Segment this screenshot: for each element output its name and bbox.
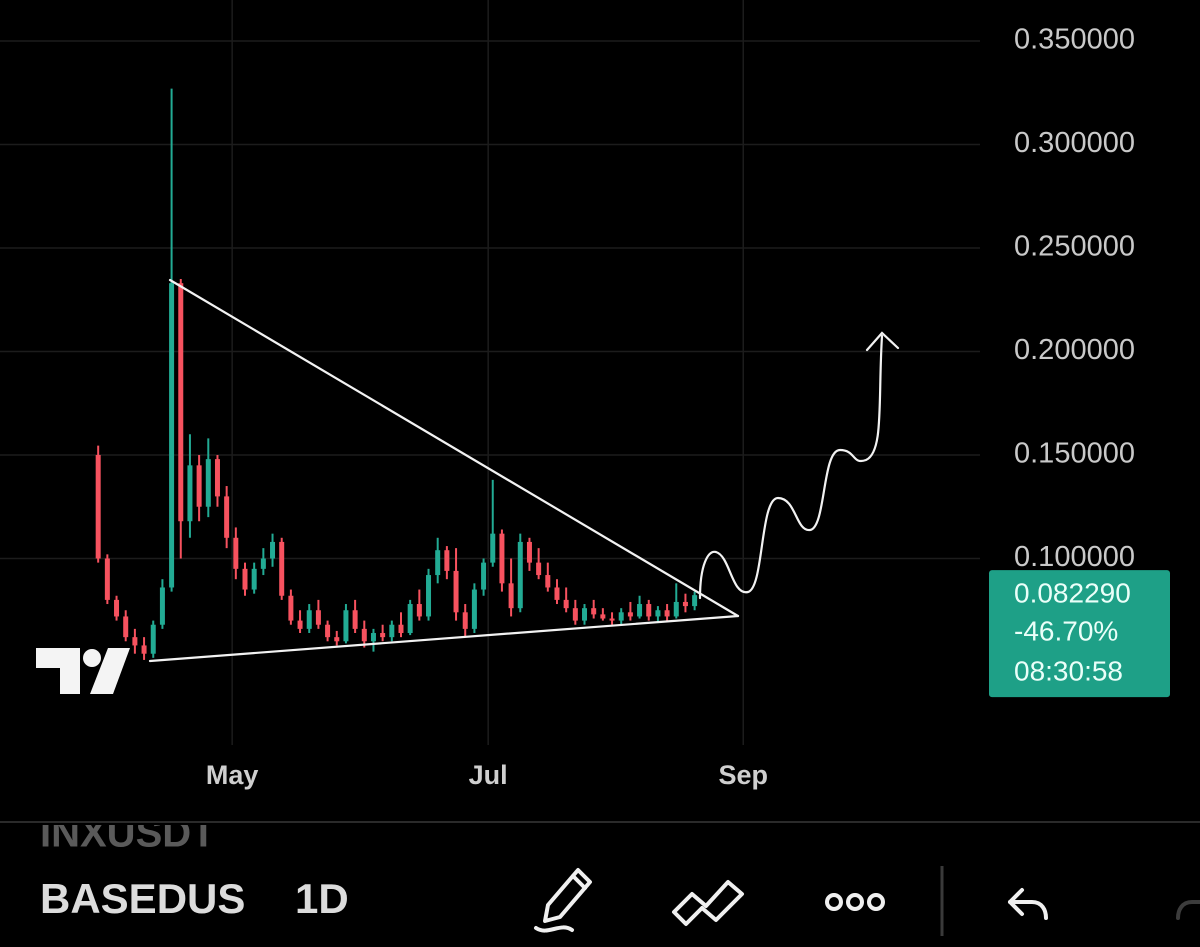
candle-body xyxy=(389,624,395,638)
candle-body xyxy=(517,541,523,609)
candle-body xyxy=(325,624,331,638)
candle-body xyxy=(315,610,321,625)
candle-body xyxy=(214,459,220,497)
x-tick-label: Jul xyxy=(469,760,508,790)
trend-line xyxy=(168,278,740,618)
candle-body xyxy=(132,637,138,646)
bar-countdown: 08:30:58 xyxy=(1014,656,1123,687)
candle-body xyxy=(260,558,266,569)
candle-body xyxy=(334,637,340,642)
x-tick-label: May xyxy=(206,760,259,790)
candle-body xyxy=(554,587,560,600)
redo-button[interactable] xyxy=(1176,900,1200,920)
drawings xyxy=(148,278,900,663)
candle-body xyxy=(380,633,386,638)
candle-body xyxy=(123,616,129,638)
candle-body xyxy=(187,465,193,522)
candle-body xyxy=(600,614,606,619)
y-tick-label: 0.100000 xyxy=(1014,541,1135,573)
last-price: 0.082290 xyxy=(1014,578,1131,609)
candle-body xyxy=(297,620,303,629)
candle-body xyxy=(178,283,184,522)
logo xyxy=(36,648,130,694)
candle-body xyxy=(416,604,422,617)
candle-body xyxy=(563,599,569,609)
x-tick-label: Sep xyxy=(718,760,768,790)
candle-body xyxy=(609,618,615,621)
candle-body xyxy=(169,283,175,588)
y-tick-label: 0.200000 xyxy=(1014,334,1135,366)
candle-body xyxy=(205,459,211,507)
trend-tool[interactable] xyxy=(672,880,744,926)
candles xyxy=(95,88,698,660)
candle-body xyxy=(526,541,532,563)
candle-body xyxy=(288,595,294,621)
candle-body xyxy=(655,610,661,617)
candle-body xyxy=(352,610,358,629)
candle-body xyxy=(462,612,468,629)
draw-tool[interactable] xyxy=(534,868,592,933)
candle-body xyxy=(646,604,652,617)
candle-body xyxy=(114,599,120,617)
candle-body xyxy=(673,601,679,617)
candle-body xyxy=(270,541,276,559)
candle-body xyxy=(499,533,505,584)
price-tag: 0.082290 -46.70% 08:30:58 xyxy=(989,570,1170,698)
candle-body xyxy=(95,454,101,559)
previous-symbol[interactable]: INXUSDT xyxy=(40,812,216,856)
price-change: -46.70% xyxy=(1014,616,1118,647)
candle-body xyxy=(343,610,349,642)
candle-body xyxy=(141,645,147,654)
trend-line xyxy=(148,614,740,663)
candle-body xyxy=(692,595,698,607)
y-tick-label: 0.250000 xyxy=(1014,231,1135,263)
candle-body xyxy=(444,550,450,571)
candle-body xyxy=(150,624,156,654)
symbol[interactable]: BASEDUS xyxy=(40,875,245,922)
candle-body xyxy=(361,628,367,642)
candle-body xyxy=(370,633,376,642)
projection-curve xyxy=(698,334,884,600)
candle-body xyxy=(306,610,312,629)
candle-body xyxy=(582,608,588,621)
candle-body xyxy=(637,604,643,617)
candle-body xyxy=(664,610,670,617)
candle-body xyxy=(627,612,633,617)
candle-body xyxy=(224,496,230,538)
axes: 0.100000 0.150000 0.200000 0.250000 0.300000… xyxy=(206,24,1135,790)
candle-body xyxy=(104,558,110,600)
grid xyxy=(0,0,980,745)
candle-body xyxy=(398,624,404,634)
candle-body xyxy=(591,608,597,615)
candle-body xyxy=(233,537,239,569)
candle-body xyxy=(279,541,285,596)
candle-body xyxy=(572,608,578,621)
candle-body xyxy=(196,465,202,507)
candle-body xyxy=(682,601,688,607)
candle-body xyxy=(242,568,248,590)
candle-body xyxy=(159,587,165,625)
y-tick-label: 0.350000 xyxy=(1014,24,1135,56)
y-tick-label: 0.300000 xyxy=(1014,127,1135,159)
undo-button[interactable] xyxy=(1008,888,1048,920)
candle-body xyxy=(490,533,496,563)
candle-body xyxy=(536,562,542,576)
candle-body xyxy=(618,612,624,621)
price-tag-box xyxy=(989,570,1170,698)
more-button[interactable] xyxy=(825,893,885,911)
candle-body xyxy=(251,568,257,590)
candle-body xyxy=(545,575,551,588)
candle-body xyxy=(471,589,477,629)
arrow-head xyxy=(865,331,900,352)
candle-body xyxy=(453,570,459,613)
candle-body xyxy=(407,604,413,634)
interval[interactable]: 1D xyxy=(295,875,349,922)
candle-body xyxy=(426,575,432,617)
candle-body xyxy=(481,562,487,590)
y-tick-label: 0.150000 xyxy=(1014,438,1135,470)
candle-body xyxy=(435,550,441,576)
candle-body xyxy=(508,583,514,609)
